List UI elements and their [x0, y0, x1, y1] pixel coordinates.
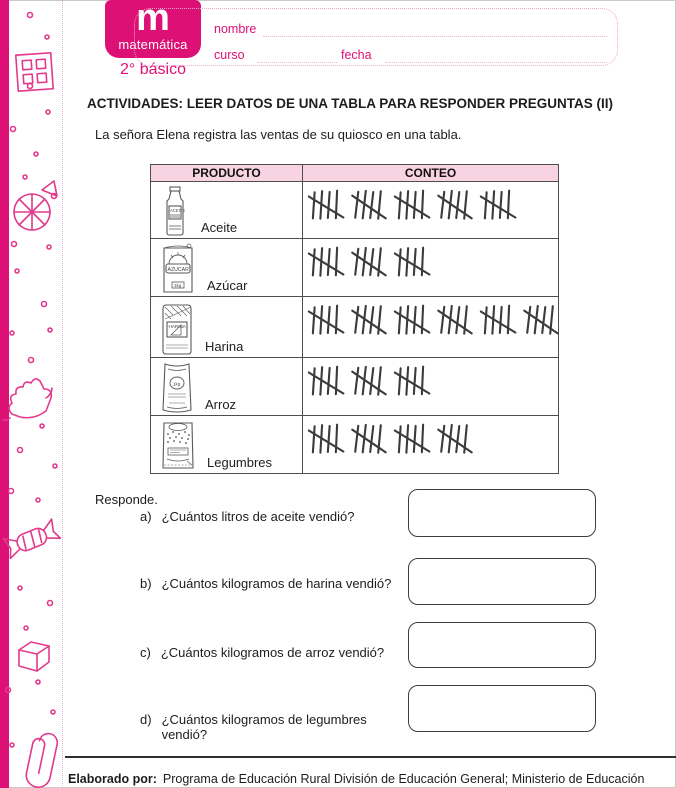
answer-box-b[interactable] — [408, 558, 596, 605]
question-text: ¿Cuántos litros de aceite vendió? — [161, 509, 355, 524]
col-header-conteo: CONTEO — [302, 164, 559, 182]
svg-text:ACEITE: ACEITE — [170, 208, 185, 213]
cube-icon — [18, 641, 50, 672]
table-row: AZUCAR 1kg Azúcar — [150, 238, 559, 297]
product-label: Arroz — [205, 397, 237, 412]
col-header-producto: PRODUCTO — [150, 164, 303, 182]
nombre-label: nombre — [214, 22, 257, 36]
rice-bag-icon: 1kg — [162, 363, 192, 413]
tally-marks — [307, 187, 556, 223]
tally-marks — [307, 421, 556, 457]
curso-label: curso — [214, 48, 245, 62]
tally-marks — [307, 363, 556, 399]
logo-title: matemática — [118, 37, 188, 52]
question-a: a) ¿Cuántos litros de aceite vendió? — [140, 509, 410, 524]
candy-icon — [2, 518, 62, 560]
svg-text:HARINA: HARINA — [169, 324, 187, 329]
tally-marks — [307, 302, 559, 338]
fecha-field[interactable] — [385, 62, 607, 63]
question-letter: c) — [140, 645, 151, 660]
svg-text:AZUCAR: AZUCAR — [168, 267, 190, 273]
footer-divider — [65, 756, 676, 758]
flour-bag-icon: HARINA — [162, 304, 192, 355]
answer-box-c[interactable] — [408, 622, 596, 668]
footer-prefix: Elaborado por: — [68, 772, 157, 786]
left-dotted-separator — [62, 0, 63, 788]
question-letter: b) — [140, 576, 152, 591]
table-row: HARINA Harina — [150, 296, 559, 358]
question-b: b) ¿Cuántos kilogramos de harina vendió? — [140, 576, 410, 591]
paperclip-icon — [25, 732, 59, 788]
nombre-field[interactable] — [263, 36, 607, 37]
page-title: ACTIVIDADES: LEER DATOS DE UNA TABLA PAR… — [86, 96, 614, 111]
table-row: 1kg Arroz — [150, 357, 559, 416]
oil-bottle-icon: ACEITE — [166, 186, 185, 236]
student-info-box: nombre curso fecha — [134, 8, 618, 66]
fecha-label: fecha — [341, 48, 372, 62]
intro-text: La señora Elena registra las ventas de s… — [95, 127, 462, 142]
tally-marks — [307, 244, 556, 280]
legumes-bag-icon — [162, 422, 194, 469]
table-row: ACEITE Aceite — [150, 181, 559, 239]
question-text: ¿Cuántos kilogramos de harina vendió? — [161, 576, 392, 591]
dots — [4, 11, 58, 748]
sugar-bag-icon: AZUCAR 1kg — [163, 243, 193, 293]
responde-heading: Responde. — [95, 492, 158, 507]
tally-table: PRODUCTO CONTEO ACEITE Aceite — [150, 164, 559, 474]
orange-slice-icon — [13, 180, 58, 231]
dice-icon — [14, 51, 55, 92]
svg-text:1kg: 1kg — [174, 283, 182, 288]
hand-icon — [2, 378, 53, 422]
product-label: Harina — [205, 339, 244, 354]
margin-doodles — [2, 11, 62, 788]
answer-box-a[interactable] — [408, 489, 596, 537]
left-accent-bar — [0, 0, 9, 788]
table-row: Legumbres — [150, 415, 559, 474]
brand-logo: m matemática — [105, 0, 201, 58]
curso-field[interactable] — [257, 62, 337, 63]
footer-credit: Elaborado por: Programa de Educación Rura… — [68, 772, 644, 786]
question-letter: a) — [140, 509, 152, 524]
product-label: Legumbres — [207, 455, 273, 470]
question-d: d) ¿Cuántos kilogramos de legumbres vend… — [140, 712, 410, 742]
footer-text: Programa de Educación Rural División de … — [162, 772, 645, 786]
question-c: c) ¿Cuántos kilogramos de arroz vendió? — [140, 645, 410, 660]
product-label: Aceite — [201, 220, 238, 235]
question-letter: d) — [140, 712, 152, 727]
question-text: ¿Cuántos kilogramos de legumbres vendió? — [161, 712, 367, 742]
answer-box-d[interactable] — [408, 685, 596, 732]
product-label: Azúcar — [207, 278, 248, 293]
svg-text:1kg: 1kg — [173, 382, 181, 387]
question-text: ¿Cuántos kilogramos de arroz vendió? — [160, 645, 385, 660]
